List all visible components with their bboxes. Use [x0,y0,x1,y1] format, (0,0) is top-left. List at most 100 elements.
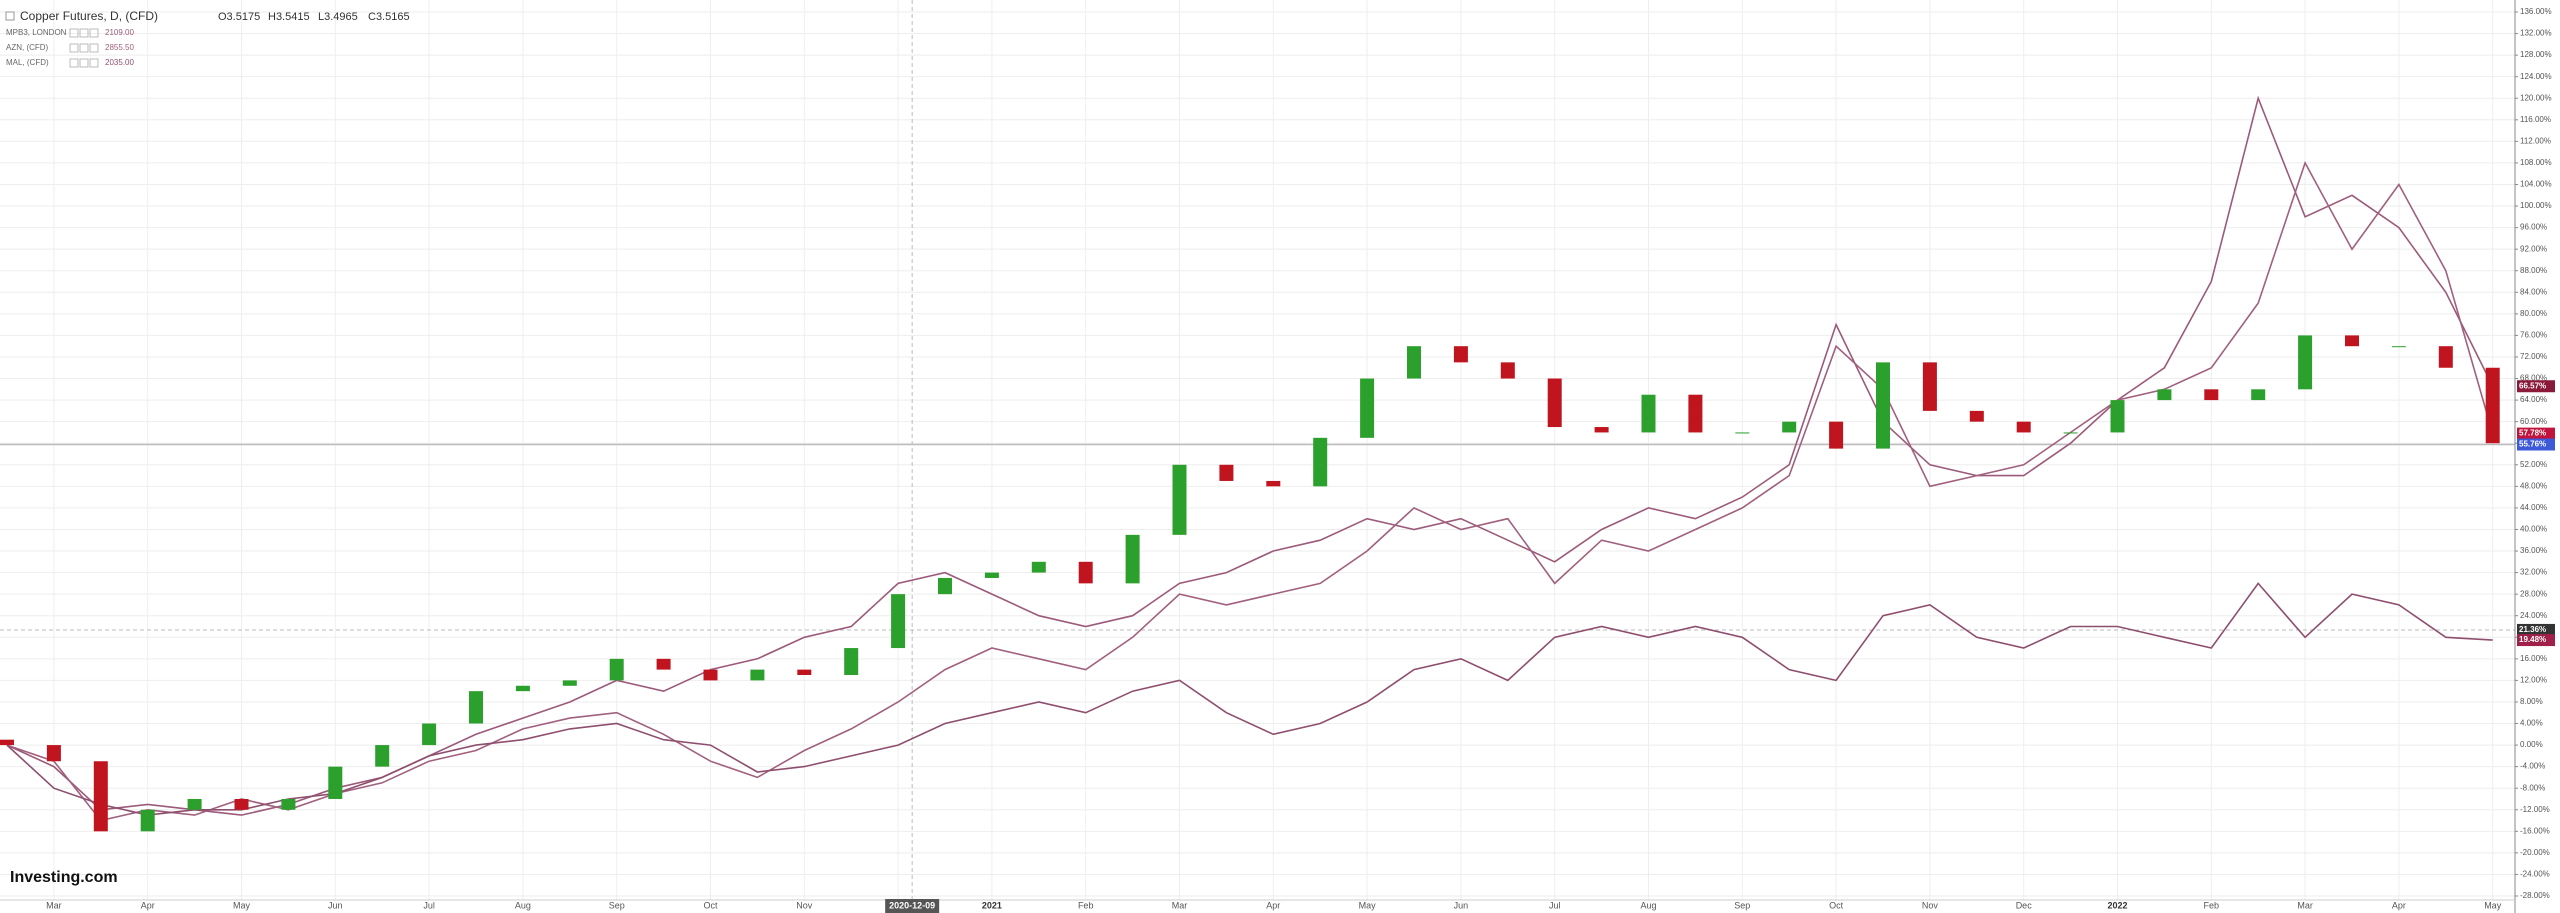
x-tick-label: Aug [515,900,531,910]
candle [281,798,296,810]
candle [140,809,155,832]
y-tick-label: 28.00% [2520,589,2547,598]
candle [1219,464,1234,481]
candle [1500,362,1515,379]
y-tick-label: 48.00% [2520,481,2547,490]
x-tick-label: May [2484,900,2502,910]
y-tick-label: 76.00% [2520,331,2547,340]
y-tick-label: 128.00% [2520,50,2552,59]
y-tick-label: 96.00% [2520,223,2547,232]
candle [1078,561,1093,584]
x-tick-label: Oct [1829,900,1844,910]
y-tick-label: 0.00% [2520,740,2543,749]
candle [609,658,624,681]
x-tick-label: May [233,900,251,910]
legend-value: 2855.50 [105,43,134,52]
y-tick-label: 108.00% [2520,158,2552,167]
x-tick-label: Nov [1922,900,1939,910]
legend-icon [89,58,99,68]
y-tick-label: 88.00% [2520,266,2547,275]
candle [1266,480,1281,487]
y-tick-label: 112.00% [2520,136,2551,145]
y-tick-label: 100.00% [2520,201,2552,210]
y-tick-label: 24.00% [2520,611,2547,620]
crosshair-badge [885,899,940,913]
x-tick-label: Jun [1454,900,1469,910]
y-tick-label: 72.00% [2520,352,2547,361]
x-tick-label: Mar [46,900,62,910]
legend-icon [69,43,79,53]
candle [891,594,906,649]
legend-name: MAL, (CFD) [6,58,49,67]
x-tick-label: Sep [609,900,625,910]
price-badge-label: 21.36% [2519,625,2546,634]
candle [1735,432,1750,434]
candle [2485,367,2500,444]
price-badge [2517,380,2555,393]
candle [1922,362,1937,411]
series-line [6,160,2494,822]
y-tick-label: -8.00% [2520,783,2545,792]
legend-icon [79,28,89,38]
y-tick-label: 12.00% [2520,675,2547,684]
candle [938,577,952,595]
candle [1547,378,1562,428]
ohlc-value: O3.5175 [218,11,260,23]
candle [844,648,859,675]
candle [2110,400,2125,433]
candle [2298,335,2313,390]
price-badge-label: 66.57% [2519,381,2546,390]
candle [187,798,202,810]
candle [1125,534,1140,584]
x-tick-label: 2022 [2107,900,2127,910]
y-tick-label: 136.00% [2520,7,2552,16]
candle [1594,427,1609,433]
x-tick-label: Apr [1266,900,1280,910]
y-tick-label: 124.00% [2520,72,2552,81]
y-tick-label: -16.00% [2520,826,2550,835]
ohlc-value: H3.5415 [268,11,310,23]
candle [422,723,437,746]
crosshair-label: 2020-12-09 [889,900,935,910]
y-tick-label: 64.00% [2520,395,2547,404]
x-tick-label: Aug [1640,900,1656,910]
x-tick-label: Jun [328,900,343,910]
marks [0,95,2500,832]
legend-icon [89,43,99,53]
x-tick-label: Jul [1549,900,1561,910]
legend-icon [69,28,79,38]
price-badge-label: 19.48% [2519,635,2546,644]
candle [1829,421,1844,449]
candle [2204,389,2219,401]
price-badge [2517,438,2555,451]
x-tick-label: Mar [2297,900,2313,910]
candle [656,658,671,670]
legend-icon [79,58,89,68]
candle [797,669,812,675]
x-tick-label: Oct [703,900,718,910]
x-tick-label: 2021 [982,900,1002,910]
candle [2438,346,2453,368]
legend-icon [69,58,79,68]
y-tick-label: -20.00% [2520,848,2550,857]
y-tick-label: 4.00% [2520,719,2543,728]
y-tick-label: -12.00% [2520,805,2550,814]
y-tick-label: 84.00% [2520,287,2547,296]
candle [2016,421,2031,433]
series-line [6,582,2493,816]
y-tick-label: 8.00% [2520,697,2543,706]
legend-icon [79,43,89,53]
candle [1688,394,1703,433]
legend-name: AZN, (CFD) [6,43,49,52]
y-tick-label: -24.00% [2520,870,2550,879]
candle [2391,346,2406,348]
ohlc-value: C3.5165 [368,11,410,23]
candle [562,680,577,686]
collapse-icon[interactable] [5,11,15,21]
legend-value: 2035.00 [105,58,134,67]
candle [328,766,343,799]
candle [1969,410,1984,422]
